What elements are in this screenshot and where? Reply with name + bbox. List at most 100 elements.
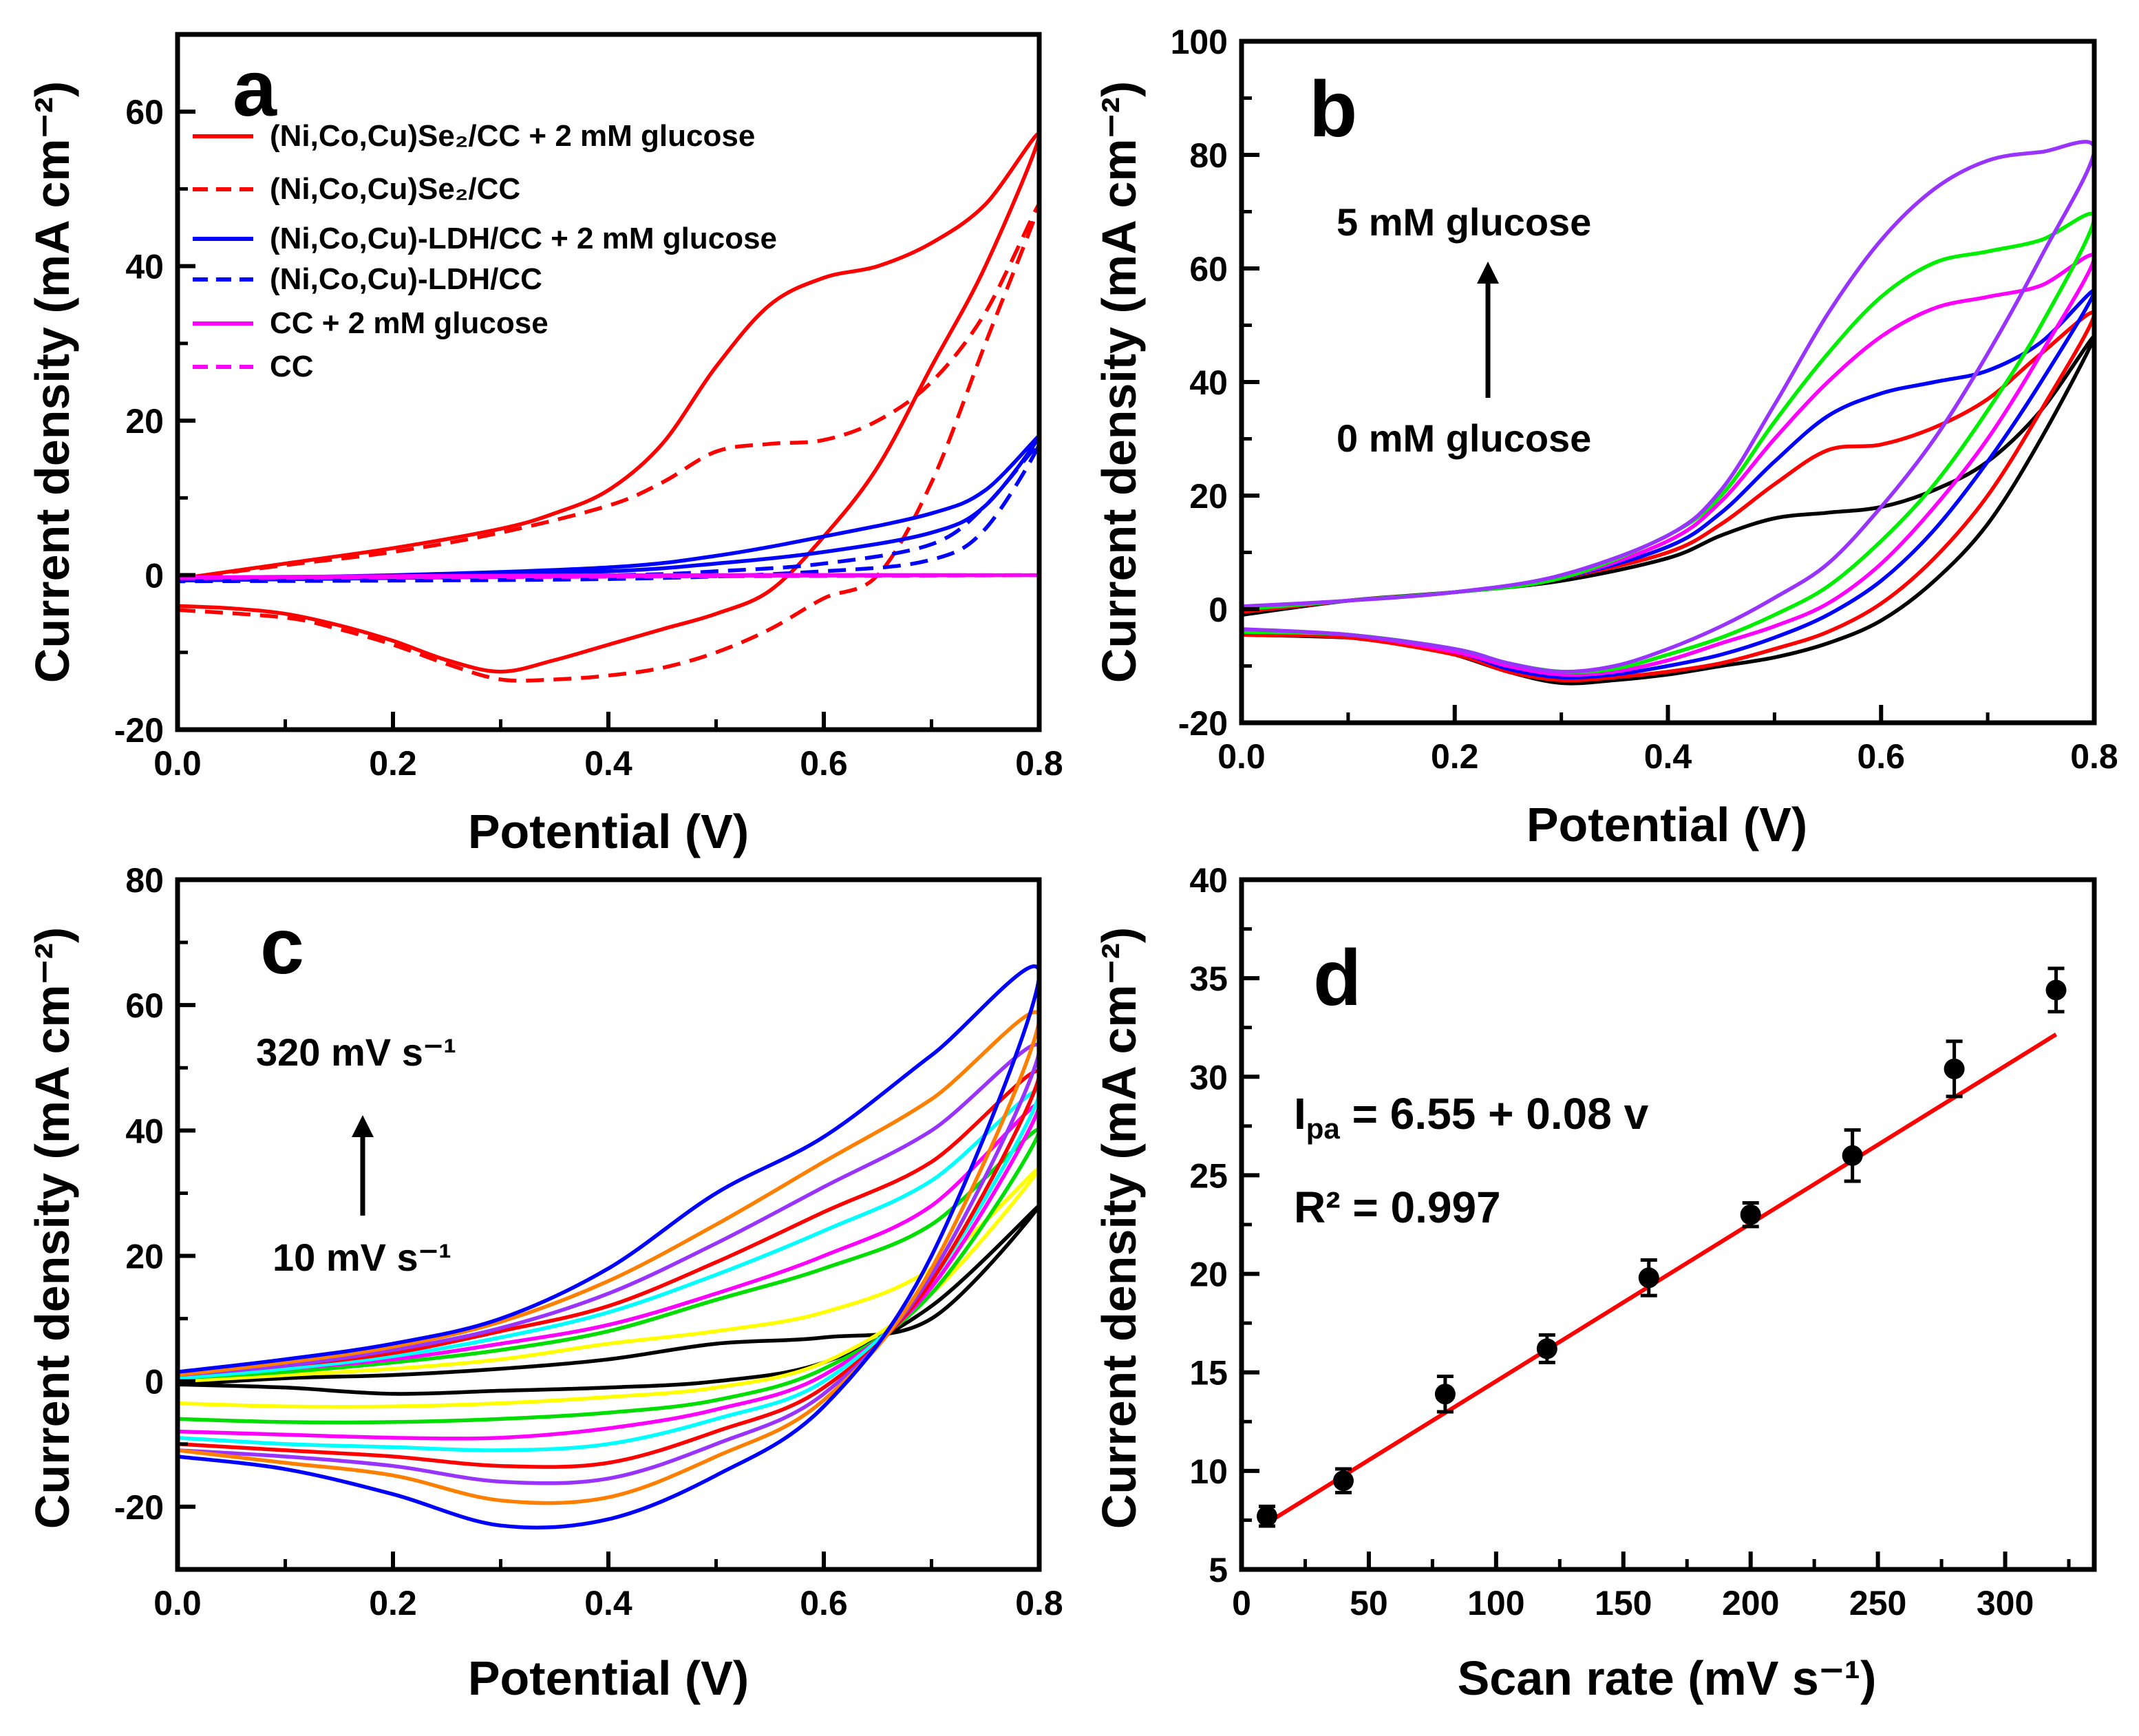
legend-item: (Ni,Co,Cu)Se₂/CC bbox=[193, 172, 520, 206]
series-line-2 bbox=[178, 434, 1039, 581]
series-line-1 bbox=[178, 1166, 1039, 1409]
y-tick-label: 20 bbox=[1189, 477, 1228, 516]
legend-label: CC + 2 mM glucose bbox=[270, 306, 549, 340]
x-tick-label: 0.4 bbox=[1644, 737, 1692, 776]
arrow-up-icon bbox=[352, 1115, 374, 1216]
series-line-0 bbox=[178, 131, 1039, 674]
x-tick-label: 50 bbox=[1350, 1584, 1388, 1622]
legend-item: CC bbox=[193, 350, 314, 383]
y-tick-label: 5 bbox=[1209, 1551, 1228, 1589]
panel-a-letter: a bbox=[233, 45, 277, 133]
panel-d-ylabel: Current density (mA cm⁻²) bbox=[1092, 927, 1146, 1529]
x-tick-label: 0.0 bbox=[153, 744, 202, 783]
data-point bbox=[1256, 1505, 1277, 1527]
y-tick-label: 15 bbox=[1189, 1354, 1228, 1393]
panel-c-annotation-bottom: 10 mV s⁻¹ bbox=[273, 1236, 451, 1279]
panel-b-annotation-top: 5 mM glucose bbox=[1337, 200, 1591, 244]
x-tick-label: 0.2 bbox=[1431, 737, 1479, 776]
panel-d-xlabel: Scan rate (mV s⁻¹) bbox=[1458, 1651, 1877, 1705]
legend-item: CC + 2 mM glucose bbox=[193, 306, 549, 340]
data-point bbox=[1944, 1058, 1965, 1079]
x-tick-label: 150 bbox=[1595, 1584, 1652, 1622]
eq-lhs: I bbox=[1294, 1089, 1306, 1139]
y-tick-label: 30 bbox=[1189, 1058, 1228, 1097]
legend-label: (Ni,Co,Cu)Se₂/CC + 2 mM glucose bbox=[270, 119, 755, 153]
series-line-0 bbox=[178, 1203, 1039, 1396]
y-tick-label: -20 bbox=[114, 711, 164, 750]
data-point bbox=[2045, 980, 2067, 1001]
x-tick-label: 0.8 bbox=[1015, 744, 1063, 783]
plot-area bbox=[178, 131, 1039, 683]
series-line-2 bbox=[1242, 288, 2094, 680]
x-tick-label: 0.2 bbox=[369, 1584, 417, 1622]
axes-frame bbox=[1239, 39, 2097, 726]
y-tick-label: 20 bbox=[125, 402, 164, 441]
data-point bbox=[1638, 1267, 1659, 1289]
x-tick-label: 0.6 bbox=[800, 1584, 848, 1622]
y-tick-label: 60 bbox=[125, 93, 164, 131]
x-tick-label: 250 bbox=[1849, 1584, 1906, 1622]
y-tick-label: 100 bbox=[1171, 23, 1228, 61]
panel-d-letter: d bbox=[1313, 934, 1361, 1022]
y-tick-label: -20 bbox=[1178, 704, 1228, 743]
panel-d: 0 50 100 150 200 250 300 5 10 15 20 25 30 35 40 bbox=[1189, 861, 2097, 1622]
series-line-1 bbox=[178, 202, 1039, 683]
panel-c: 0.0 0.2 0.4 0.6 0.8 -20 0 20 40 60 80 bbox=[114, 861, 1063, 1622]
panel-a-ylabel: Current density (mA cm⁻²) bbox=[25, 81, 79, 683]
legend-label: CC bbox=[270, 350, 314, 383]
panel-c-annotation-top: 320 mV s⁻¹ bbox=[256, 1030, 456, 1074]
fit-line bbox=[1266, 1033, 2058, 1525]
x-tick-label: 0.4 bbox=[584, 1584, 632, 1622]
y-tick-label: 40 bbox=[125, 248, 164, 286]
x-tick-label: 0.0 bbox=[1217, 737, 1266, 776]
y-tick-label: 40 bbox=[1189, 861, 1228, 900]
plot-area bbox=[1256, 966, 2067, 1528]
x-tick-label: 200 bbox=[1722, 1584, 1779, 1622]
panel-b-ylabel: Current density (mA cm⁻²) bbox=[1092, 81, 1146, 683]
y-tick-label: 25 bbox=[1189, 1156, 1228, 1195]
panel-b-xlabel: Potential (V) bbox=[1526, 798, 1807, 851]
y-tick-label: 35 bbox=[1189, 960, 1228, 998]
panel-c-ylabel: Current density (mA cm⁻²) bbox=[25, 927, 79, 1529]
fit-equation: Ipa = 6.55 + 0.08 v bbox=[1294, 1089, 1649, 1145]
series-line-5 bbox=[178, 573, 1039, 580]
x-tick-label: 0.8 bbox=[1015, 1584, 1063, 1622]
panel-c-xlabel: Potential (V) bbox=[468, 1651, 749, 1705]
x-tick-label: 0.0 bbox=[153, 1584, 202, 1622]
panel-a: 0.0 0.2 0.4 0.6 0.8 -20 0 20 40 60 (Ni,Co,Cu)Se₂/C… bbox=[114, 32, 1063, 783]
y-tick-label: -20 bbox=[114, 1488, 164, 1527]
panel-c-letter: c bbox=[260, 902, 304, 991]
y-tick-label: 0 bbox=[1209, 591, 1228, 629]
y-tick-label: 20 bbox=[125, 1238, 164, 1276]
y-tick-label: 60 bbox=[1189, 250, 1228, 288]
series-line-1 bbox=[1242, 310, 2094, 683]
y-tick-label: 0 bbox=[145, 557, 164, 595]
y-tick-label: 20 bbox=[1189, 1256, 1228, 1294]
y-tick-label: 10 bbox=[1189, 1452, 1228, 1491]
legend-label: (Ni,Co,Cu)-LDH/CC bbox=[270, 262, 542, 296]
y-tick-label: 80 bbox=[1189, 136, 1228, 175]
series-line-3 bbox=[1242, 253, 2094, 677]
x-tick-label: 0.6 bbox=[1857, 737, 1905, 776]
series-line-0 bbox=[1242, 335, 2094, 686]
y-tick-label: 0 bbox=[145, 1363, 164, 1401]
r-squared: R² = 0.997 bbox=[1294, 1183, 1501, 1232]
legend-item: (Ni,Co,Cu)-LDH/CC + 2 mM glucose bbox=[193, 222, 777, 255]
data-point bbox=[1536, 1338, 1557, 1359]
x-tick-label: 0.6 bbox=[800, 744, 848, 783]
x-tick-label: 0.2 bbox=[369, 744, 417, 783]
legend-label: (Ni,Co,Cu)-LDH/CC + 2 mM glucose bbox=[270, 222, 777, 255]
y-tick-label: 40 bbox=[125, 1112, 164, 1150]
panel-b-letter: b bbox=[1309, 65, 1357, 154]
series-line-5 bbox=[1242, 140, 2094, 674]
data-point bbox=[1842, 1145, 1863, 1166]
y-tick-label: 60 bbox=[125, 986, 164, 1025]
panel-b-annotation-bottom: 0 mM glucose bbox=[1337, 416, 1591, 460]
eq-rhs: = 6.55 + 0.08 v bbox=[1340, 1089, 1649, 1139]
x-tick-label: 300 bbox=[1977, 1584, 2034, 1622]
x-tick-label: 0.4 bbox=[584, 744, 632, 783]
y-tick-label: 40 bbox=[1189, 363, 1228, 402]
y-tick-label: 80 bbox=[125, 861, 164, 900]
data-point bbox=[1332, 1470, 1354, 1492]
